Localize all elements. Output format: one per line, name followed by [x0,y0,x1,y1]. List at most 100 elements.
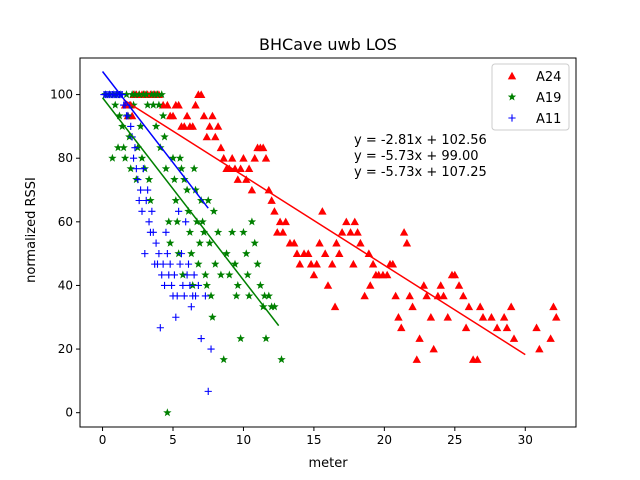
data-point-a24 [454,281,464,289]
data-point-a19 [256,281,265,289]
data-point-a24 [295,259,305,268]
data-point-a24 [163,100,172,109]
data-point-a24 [459,291,468,300]
data-point-a24 [174,100,183,109]
fit-line-a11 [101,71,209,209]
data-point-a24 [388,259,398,268]
x-tick-label: 5 [169,433,177,447]
data-point-a19 [228,227,237,236]
data-point-a11 [207,345,215,353]
data-point-a19 [118,121,127,130]
data-point-a11 [175,207,183,215]
data-point-a19 [261,334,271,343]
data-point-a11 [201,292,210,300]
data-point-a19 [120,153,130,162]
data-point-a11 [159,260,167,268]
x-tick-label: 10 [236,433,251,447]
data-point-a19 [232,291,241,300]
data-point-a24 [397,323,406,332]
data-point-a24 [499,313,509,321]
data-point-a24 [478,313,488,321]
series-a19 [101,90,286,417]
data-point-a24 [506,302,516,311]
x-tick-label: 20 [377,433,392,447]
data-point-a24 [429,344,438,353]
data-point-a19 [277,355,286,364]
data-point-a19 [184,206,193,215]
data-point-a11 [176,260,184,268]
data-point-a19 [171,196,180,205]
data-point-a11 [166,260,174,268]
data-point-a19 [205,238,214,247]
data-point-a19 [143,100,152,109]
data-point-a11 [144,186,152,194]
data-point-a24 [208,111,217,120]
data-point-a24 [549,302,558,311]
fit-line-a19 [101,97,280,327]
y-axis-label: normalized RSSI [24,177,39,283]
fit-equation-a24: y = -2.81x + 102.56 [354,133,487,148]
data-point-a24 [182,111,192,120]
data-point-a11 [152,239,160,247]
plot-area: 0 5 10 15 20 25 30 0 20 40 60 80 100 y = -2.81x + 102… [50,57,577,447]
data-point-a19 [177,164,186,173]
data-point-a11 [141,250,149,258]
data-point-a19 [192,217,202,226]
data-point-a19 [180,175,189,184]
data-point-a11 [139,165,148,173]
data-point-a11 [197,334,205,343]
data-point-a11 [190,271,198,279]
data-point-a19 [158,111,168,120]
data-point-a19 [250,238,259,247]
data-point-a11 [127,122,135,130]
data-point-a19 [149,100,158,109]
data-point-a24 [415,334,424,342]
y-tick-label: 80 [58,151,73,165]
chart-title: BHCave uwb LOS [259,35,397,54]
data-point-a19 [219,355,228,364]
y-tick-label: 40 [58,278,73,292]
data-point-a24 [439,291,448,300]
legend-label-a24: A24 [536,70,561,85]
data-point-a11 [160,281,169,290]
data-point-a24 [382,270,392,279]
data-point-a11 [170,271,179,279]
data-point-a11 [163,250,171,258]
data-point-a24 [330,302,340,311]
data-point-a19 [153,90,162,99]
data-point-a24 [464,302,474,311]
data-point-a11 [194,281,202,290]
y-tick-label: 100 [50,88,73,102]
data-point-a19 [239,227,248,236]
data-point-a19 [209,206,219,215]
data-point-a19 [191,185,200,194]
data-point-a24 [264,185,274,194]
data-point-a24 [356,238,365,247]
data-point-a11 [186,281,194,290]
data-point-a19 [119,143,128,152]
data-point-a11 [187,303,195,311]
data-point-a19 [213,227,223,236]
data-point-a24 [306,259,316,268]
data-point-a11 [138,207,146,215]
data-point-a19 [222,249,231,258]
data-point-a24 [492,323,502,332]
data-point-a11 [167,281,176,290]
data-point-a24 [191,100,200,109]
data-point-a19 [211,259,220,268]
data-point-a19 [175,153,185,162]
data-point-a24 [205,122,214,130]
x-axis-label: meter [308,456,348,471]
data-point-a24 [289,238,299,247]
series-a24 [120,90,561,363]
fit-line-a24 [123,99,526,356]
data-point-a11 [155,250,163,258]
data-point-a24 [335,249,344,257]
data-point-a24 [250,154,259,162]
data-point-a24 [323,281,333,289]
data-point-a19 [201,270,210,279]
data-point-a19 [204,196,213,205]
data-point-a24 [168,111,178,120]
data-point-a24 [216,143,226,152]
data-point-a11 [184,260,193,268]
